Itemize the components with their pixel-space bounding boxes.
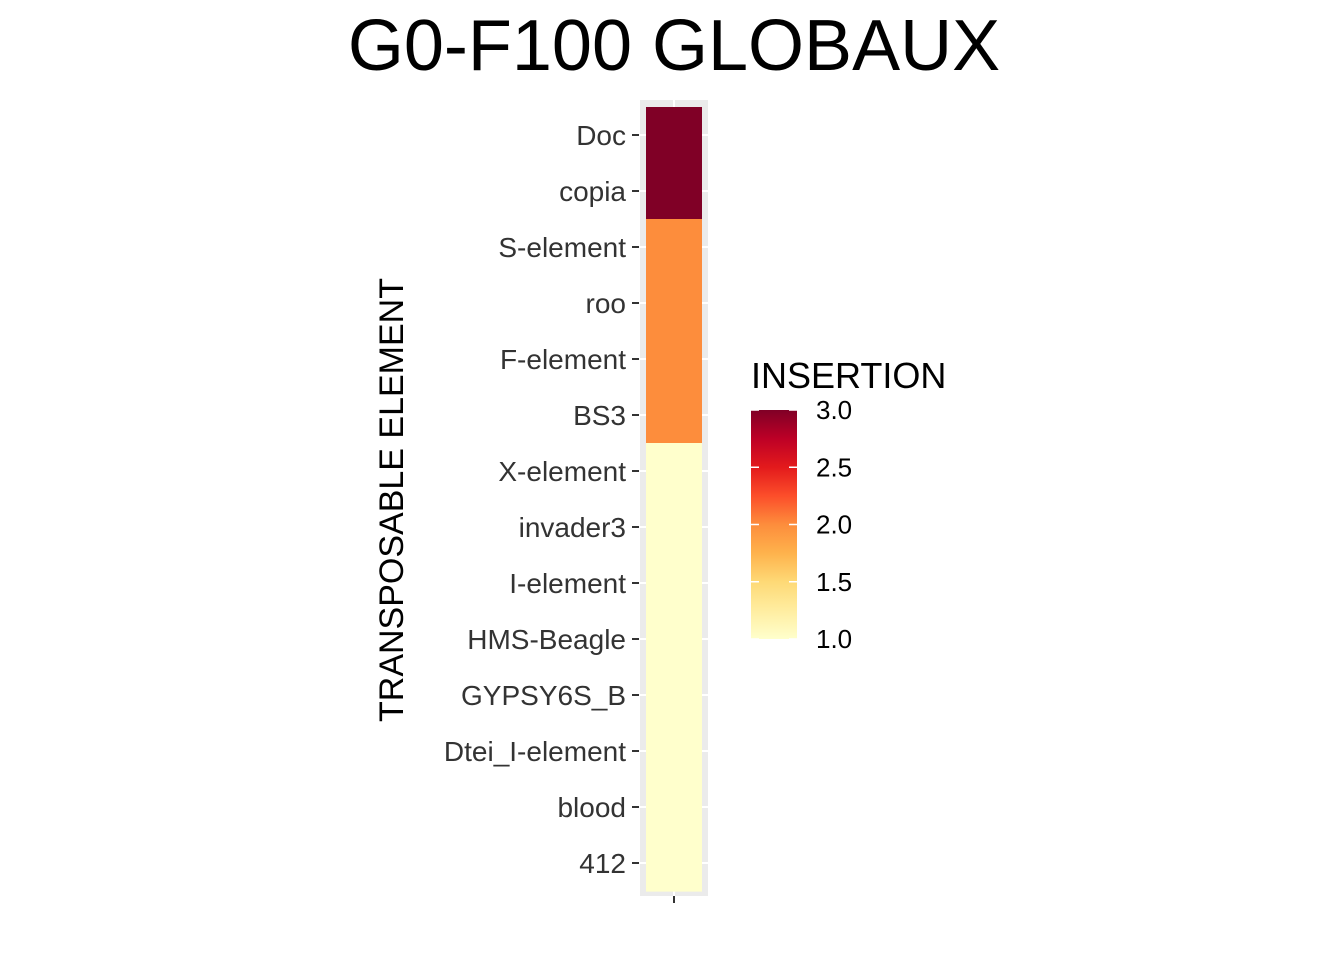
legend-tick-label: 2.5 — [816, 452, 852, 482]
heatmap-tiles — [646, 107, 702, 892]
y-axis-ticks: Doc copia S-element roo F-element BS3 X-elemen… — [444, 120, 639, 879]
y-tick-label: roo — [586, 288, 626, 319]
y-tick-label: 412 — [579, 848, 626, 879]
legend: INSERTION 1.0 1.5 2.0 2.5 3.0 — [751, 355, 946, 654]
y-tick-label: GYPSY6S_B — [461, 680, 626, 711]
legend-ticks: 1.0 1.5 2.0 2.5 3.0 — [751, 395, 852, 654]
heatmap-tile — [646, 163, 702, 220]
heatmap-tile — [646, 835, 702, 892]
legend-tick-label: 2.0 — [816, 510, 852, 540]
y-tick-label: copia — [559, 176, 626, 207]
y-tick-label: Doc — [576, 120, 626, 151]
legend-tick-label: 3.0 — [816, 395, 852, 425]
heatmap-tile — [646, 331, 702, 388]
heatmap-tile — [646, 555, 702, 612]
heatmap-tile — [646, 499, 702, 556]
heatmap-tile — [646, 219, 702, 276]
heatmap-tile — [646, 275, 702, 332]
heatmap-tile — [646, 779, 702, 836]
heatmap-tile — [646, 107, 702, 164]
heatmap-tile — [646, 387, 702, 444]
y-axis-label: TRANSPOSABLE ELEMENT — [373, 278, 411, 722]
y-tick-label: S-element — [498, 232, 626, 263]
legend-title: INSERTION — [751, 355, 946, 396]
y-tick-label: BS3 — [573, 400, 626, 431]
heatmap-tile — [646, 667, 702, 724]
legend-tick-label: 1.5 — [816, 567, 852, 597]
y-tick-label: invader3 — [519, 512, 626, 543]
y-tick-label: X-element — [498, 456, 626, 487]
y-tick-label: Dtei_I-element — [444, 736, 626, 767]
heatmap-tile — [646, 723, 702, 780]
heatmap-tile — [646, 611, 702, 668]
y-tick-label: HMS-Beagle — [467, 624, 626, 655]
legend-tick-label: 1.0 — [816, 624, 852, 654]
y-tick-label: F-element — [500, 344, 626, 375]
heatmap-tile — [646, 443, 702, 500]
chart-title: G0-F100 GLOBAUX — [348, 6, 1000, 86]
y-tick-label: blood — [557, 792, 626, 823]
y-tick-label: I-element — [509, 568, 626, 599]
